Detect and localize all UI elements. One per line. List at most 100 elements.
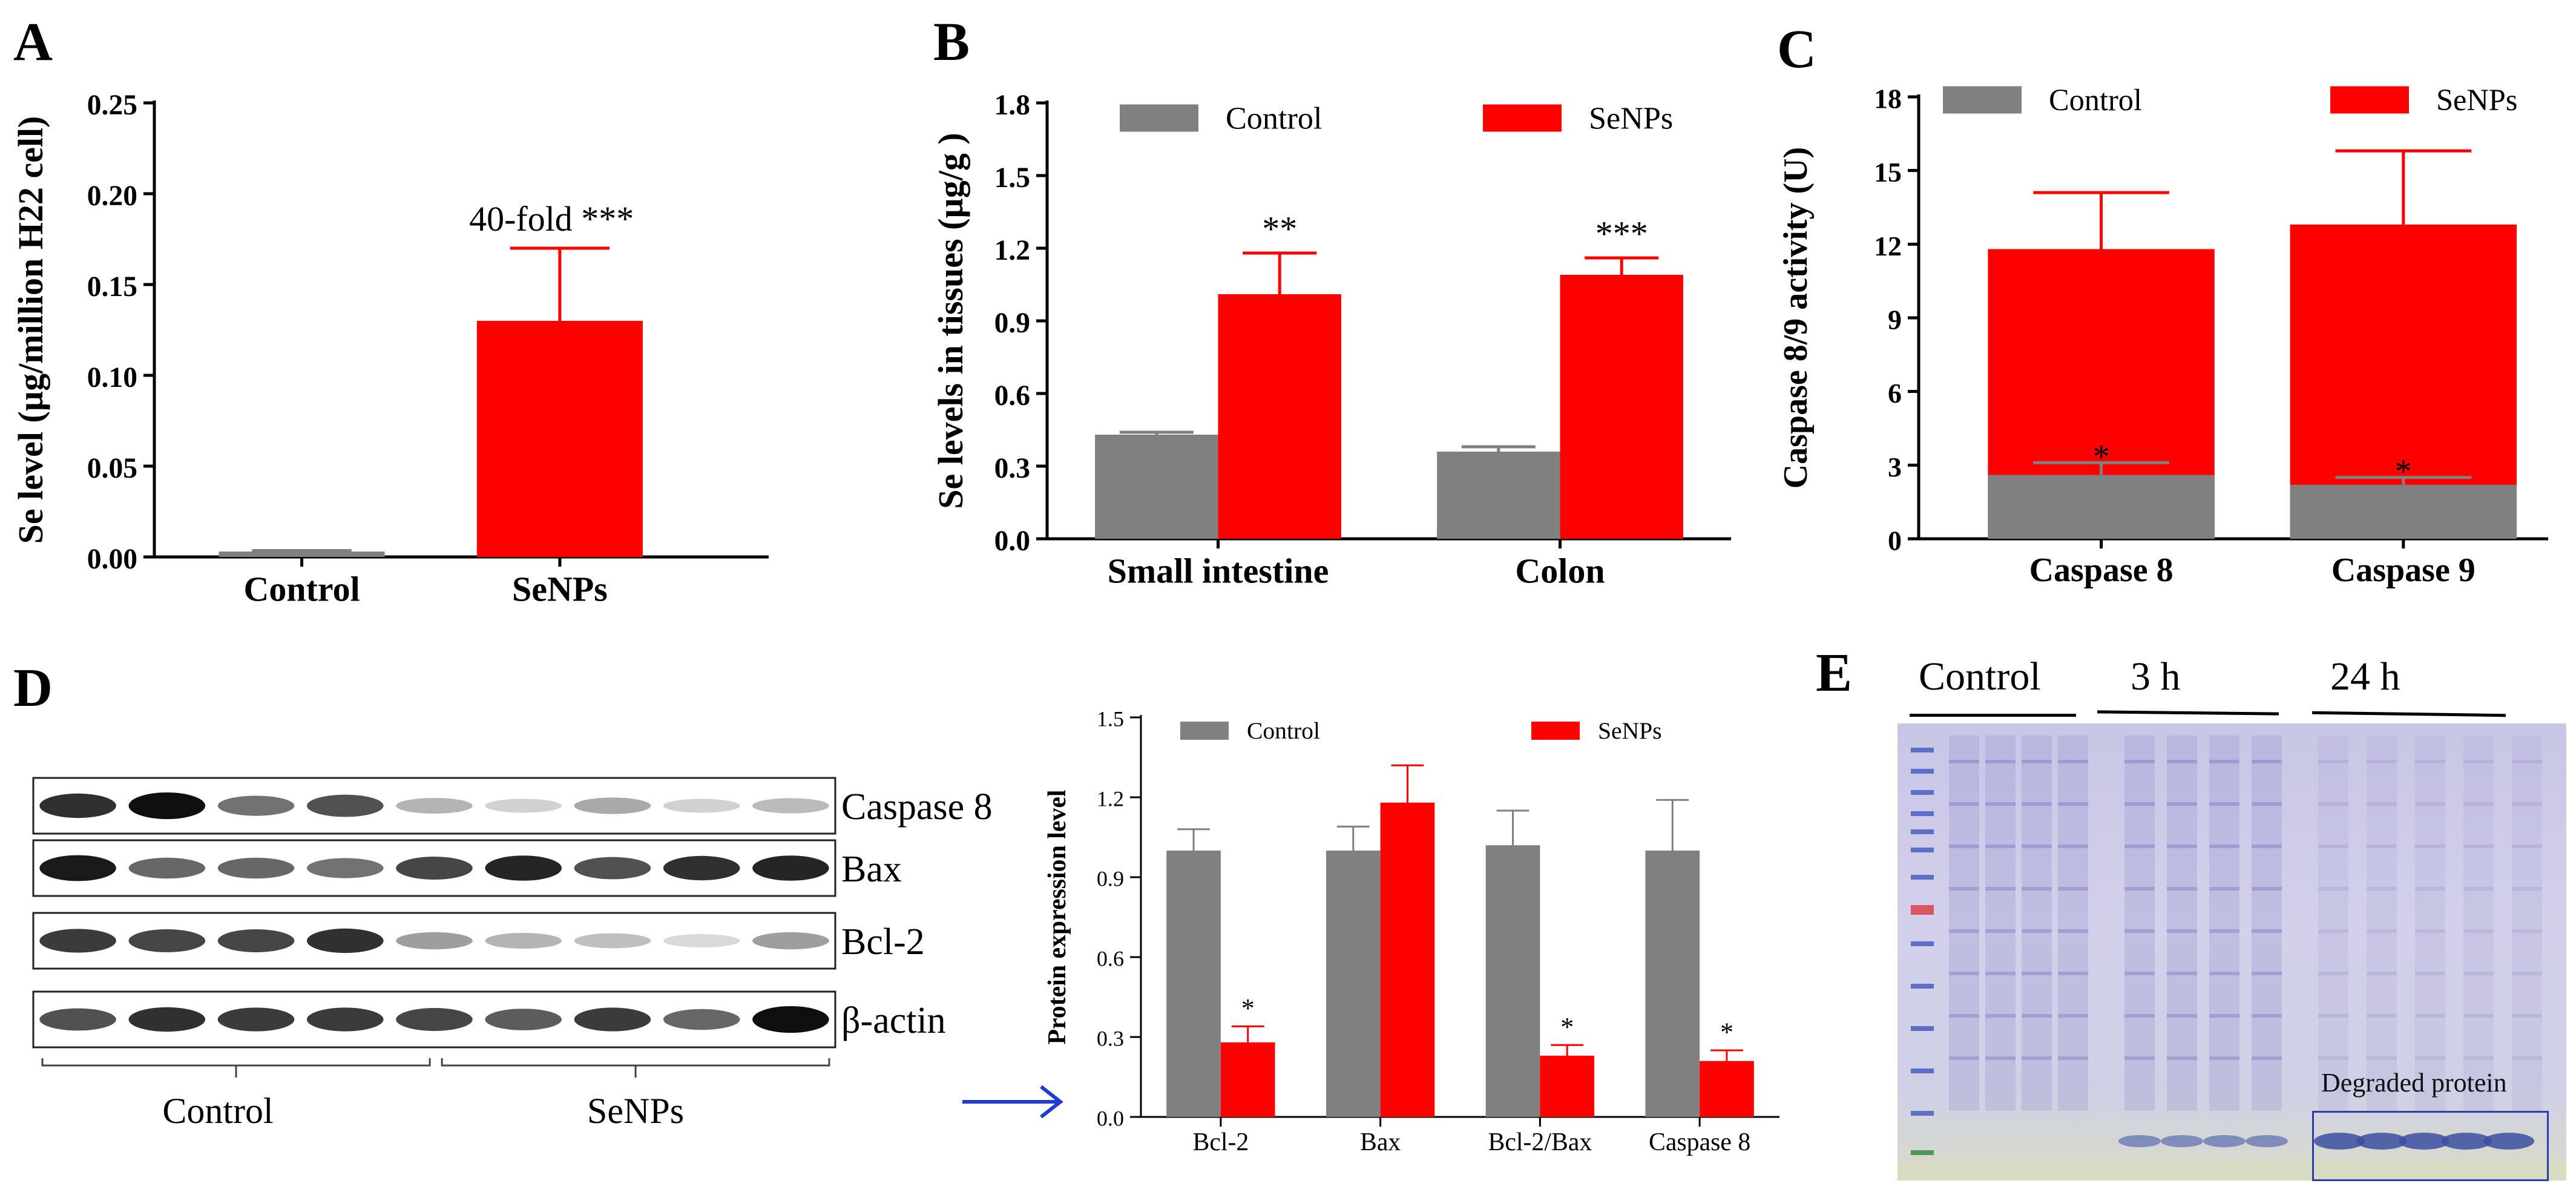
bar-control: [1095, 435, 1218, 539]
gel-lane-band: [2367, 1014, 2397, 1018]
gel-lane-band: [1949, 845, 1979, 848]
gel-lane-band: [2022, 760, 2052, 763]
x-tick-label: Caspase 8: [2029, 552, 2174, 589]
y-tick-label: 0.3: [994, 453, 1030, 484]
gel-lane-band: [2415, 972, 2445, 975]
gel-ladder-band: [1911, 748, 1934, 752]
gel-lane-band: [2463, 845, 2494, 848]
y-tick-label: 1.2: [994, 235, 1030, 266]
gel-lane-smear: [2124, 736, 2155, 1111]
gel-ladder-band: [1911, 941, 1934, 946]
significance-label: *: [2395, 453, 2412, 490]
gel-lane-band: [2463, 929, 2494, 933]
panel-label-e: E: [1816, 643, 1853, 703]
gel-ladder-band: [1911, 1150, 1934, 1155]
gel-lane-band: [2124, 972, 2155, 975]
gel-lane-band: [2252, 887, 2282, 891]
legend-label-control: Control: [2049, 83, 2142, 117]
gel-ladder-band: [1911, 769, 1934, 774]
gel-lane-band: [2318, 1056, 2348, 1060]
gel-lane-smear: [2318, 736, 2348, 1111]
gel-lane-band: [2252, 760, 2282, 763]
legend-swatch-senps: [1483, 104, 1562, 132]
x-tick-label: Bax: [1360, 1128, 1401, 1156]
gel-lane-band: [1985, 802, 2016, 806]
panel-label-b: B: [933, 12, 970, 72]
bar-control: [1645, 851, 1700, 1117]
y-tick-label: 0.0: [1097, 1107, 1124, 1131]
chart-b: 0.0 0.3 0.6 0.9 1.2 1.5 1.8 Se levels in tissue…: [931, 90, 1731, 591]
bar-senps: [1700, 1061, 1754, 1117]
blot-band: [128, 857, 206, 879]
gel-lane-smear: [2209, 736, 2239, 1111]
blot-band: [217, 795, 295, 816]
gel-lane-band: [1949, 929, 1979, 933]
legend-swatch-control: [1180, 722, 1229, 740]
gel-lane-band: [1985, 845, 2016, 848]
gel-lane-smear: [2252, 736, 2282, 1111]
gel-lane-band: [2124, 1056, 2155, 1060]
blot-band: [574, 857, 651, 880]
gel-degraded-band: [2356, 1133, 2407, 1150]
gel-lane-band: [2367, 802, 2397, 806]
gel-lane-smear: [1949, 736, 1979, 1111]
gel-ladder-band: [1911, 829, 1934, 834]
x-tick-label: Control: [243, 570, 360, 609]
blot-band: [574, 1007, 651, 1032]
gel-lane-band: [2415, 802, 2445, 806]
gel-lane-band: [2415, 929, 2445, 933]
gel-lane-band: [2022, 887, 2052, 891]
blot-band: [752, 932, 829, 950]
gel-lane-band: [2415, 760, 2445, 763]
gel-lane-band: [2252, 1056, 2282, 1060]
gel-ladder-band: [1911, 905, 1934, 915]
gel-label-3h: 3 h: [2131, 654, 2181, 699]
y-tick-label: 1.2: [1097, 787, 1124, 811]
gel-lane-band: [1985, 1014, 2016, 1018]
gel-lane-smear: [1985, 736, 2016, 1111]
bar-control: [1485, 845, 1540, 1117]
blot-row-label: β-actin: [841, 1000, 946, 1041]
blot-band: [128, 792, 206, 819]
gel-ladder-band: [1911, 1026, 1934, 1031]
blot-bracket-senps: [441, 1058, 830, 1067]
blot-band: [396, 857, 473, 880]
legend-swatch-senps: [2330, 86, 2409, 114]
bar-senps: [1560, 275, 1683, 539]
bar-senps: [1540, 1055, 1595, 1117]
gel-degraded-band: [2118, 1135, 2161, 1147]
blot-row-label: Caspase 8: [841, 786, 993, 828]
gel-lane-band: [2367, 929, 2397, 933]
gel-degraded-band: [2399, 1133, 2450, 1150]
blot-band: [485, 933, 562, 949]
y-tick-label: 12: [1874, 231, 1902, 262]
bar-control: [2290, 484, 2517, 539]
gel-ladder-band: [1911, 790, 1934, 795]
gel-degraded-band: [2483, 1133, 2534, 1150]
x-tick-label: SeNPs: [512, 570, 608, 609]
y-tick-label: 0.20: [87, 180, 137, 212]
gel-lane-band: [2318, 972, 2348, 975]
gel-ladder-band: [1911, 848, 1934, 852]
panel-label-a: A: [13, 12, 53, 72]
significance-label: *: [2093, 438, 2110, 476]
gel-lane-band: [2167, 972, 2197, 975]
y-tick-label: 3: [1888, 452, 1902, 482]
gel-lane-band: [2367, 972, 2397, 975]
blot-band: [663, 1009, 740, 1030]
gel-lane-band: [2058, 802, 2088, 806]
gel-lane-band: [1949, 1014, 1979, 1018]
bar-senps: [476, 321, 643, 557]
x-tick-label: Bcl-2/Bax: [1488, 1128, 1592, 1156]
gel-ladder-band: [1911, 1069, 1934, 1073]
gel-lane-band: [2367, 845, 2397, 848]
gel-lane-band: [2058, 1014, 2088, 1018]
gel-lane-band: [2415, 887, 2445, 891]
gel-lane-band: [2415, 845, 2445, 848]
legend-swatch-control: [1120, 104, 1198, 132]
gel-lane-band: [2463, 887, 2494, 891]
gel-lane-band: [1985, 760, 2016, 763]
blot-band: [485, 1009, 562, 1030]
gel-lane-band: [2512, 929, 2542, 933]
